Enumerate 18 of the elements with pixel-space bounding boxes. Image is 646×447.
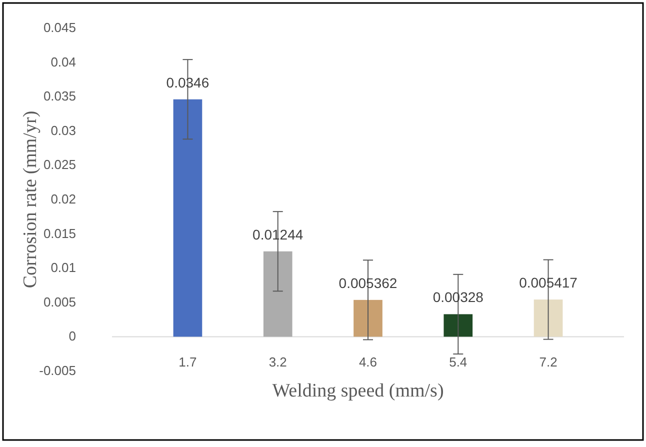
- x-tick-label: 4.6: [358, 354, 378, 370]
- y-tick-label: -0.005: [39, 363, 76, 378]
- y-tick-label: 0.045: [43, 20, 76, 35]
- y-axis-title: Corrosion rate (mm/yr): [20, 110, 41, 288]
- x-tick-label: 1.7: [178, 354, 197, 370]
- y-tick-label: 0: [68, 328, 76, 344]
- x-tick-label: 5.4: [449, 354, 468, 370]
- y-tick-label: 0.015: [43, 226, 76, 241]
- x-tick-label: 3.2: [268, 354, 287, 370]
- x-axis-title: Welding speed (mm/s): [272, 380, 444, 402]
- y-tick-label: 0.04: [50, 54, 76, 70]
- y-tick-label: 0.035: [43, 88, 76, 104]
- x-tick-label: 7.2: [539, 354, 558, 370]
- y-tick-label: 0.005: [43, 294, 76, 310]
- y-tick-label: 0.025: [43, 157, 76, 172]
- y-tick-label: 0.02: [50, 192, 76, 206]
- y-tick-label: 0.03: [50, 122, 76, 138]
- y-tick-label: 0.01: [50, 260, 76, 276]
